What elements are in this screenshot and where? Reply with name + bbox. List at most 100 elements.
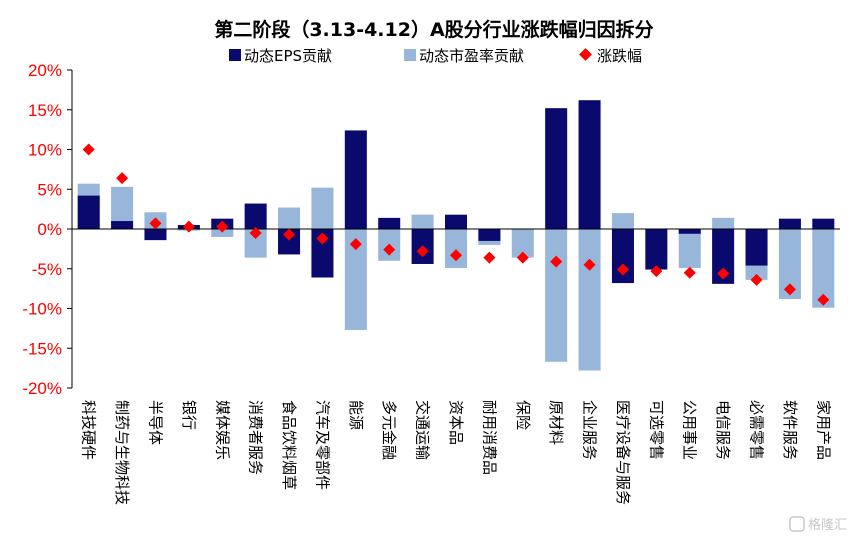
change-marker [583, 258, 596, 271]
pe-contribution-bar [111, 186, 134, 229]
change-marker [750, 273, 763, 286]
x-tick-label: 汽车及零部件 [313, 400, 331, 490]
x-tick-label: 医疗设备与服务 [614, 400, 632, 505]
pe-contribution-bar [211, 229, 234, 237]
y-tick-label: -5% [32, 260, 62, 279]
change-marker [316, 232, 329, 245]
y-tick-label: 20% [28, 61, 62, 80]
y-tick-label: -20% [22, 379, 62, 398]
change-marker [616, 263, 629, 276]
x-tick-label: 电信服务 [714, 400, 732, 460]
x-tick-label: 可选零售 [647, 400, 665, 460]
change-marker [116, 172, 129, 185]
legend: 动态EPS贡献 动态市盈率贡献 涨跌幅 [229, 47, 642, 65]
change-marker [483, 251, 496, 264]
y-axis: 20% 15% 10% 5% 0% -5% -10% -15% -20% [22, 61, 73, 398]
x-tick-label: 多元金融 [380, 400, 398, 460]
watermark-logo-icon [789, 516, 805, 532]
legend-swatch-pe [404, 49, 416, 61]
change-marker [717, 267, 730, 280]
legend-label-eps: 动态EPS贡献 [244, 47, 332, 65]
legend-label-pe: 动态市盈率贡献 [419, 47, 524, 65]
x-tick-label: 科技硬件 [80, 400, 98, 460]
legend-marker-change [579, 48, 592, 61]
pe-contribution-bar [812, 229, 835, 308]
x-tick-label: 媒体娱乐 [213, 400, 231, 460]
change-marker [283, 228, 296, 241]
pe-contribution-bar [278, 207, 301, 229]
change-marker [349, 238, 362, 251]
change-marker [249, 226, 262, 239]
eps-contribution-bar [812, 218, 835, 229]
change-marker [650, 265, 663, 278]
pe-contribution-bar [712, 217, 735, 229]
eps-contribution-bar [545, 108, 568, 229]
x-tick-label: 企业服务 [581, 400, 599, 460]
eps-contribution-bar [645, 229, 668, 270]
pe-contribution-bar [511, 229, 534, 258]
change-marker [550, 255, 563, 268]
change-marker [216, 220, 229, 233]
x-tick-label: 资本品 [447, 400, 465, 445]
x-tick-label: 原材料 [547, 400, 565, 445]
change-marker [149, 217, 162, 230]
y-tick-label: 10% [28, 141, 62, 160]
watermark-text: 格隆汇 [808, 517, 847, 533]
y-tick-label: -10% [22, 300, 62, 319]
change-marker [416, 245, 429, 258]
eps-contribution-bar [778, 218, 801, 229]
pe-contribution-bar [411, 214, 434, 229]
pe-contribution-bar [344, 229, 367, 330]
y-tick-label: 0% [37, 220, 62, 239]
x-tick-label: 制药与生物科技 [113, 400, 131, 505]
eps-contribution-bar [244, 203, 267, 229]
pe-contribution-bar [611, 213, 634, 229]
eps-contribution-bar [745, 229, 768, 266]
x-tick-label: 保险 [514, 400, 532, 430]
pe-contribution-bar [244, 229, 267, 258]
y-tick-label: -15% [22, 339, 62, 358]
eps-contribution-bar [478, 229, 501, 241]
eps-contribution-bar [444, 214, 468, 229]
x-tick-label: 食品饮料烟草 [280, 400, 298, 490]
x-tick-label: 消费者服务 [247, 400, 265, 475]
eps-contribution-bar [144, 229, 167, 241]
change-marker [817, 293, 830, 306]
eps-contribution-bar [311, 229, 334, 278]
change-markers [82, 143, 830, 306]
change-marker [783, 283, 796, 296]
chart-title: 第二阶段（3.13-4.12）A股分行业涨跌幅归因拆分 [214, 18, 653, 41]
change-marker [383, 243, 396, 256]
x-tick-label: 软件服务 [781, 400, 799, 460]
change-marker [182, 220, 195, 233]
x-tick-label: 交通运输 [414, 400, 432, 460]
x-tick-label: 半导体 [146, 400, 164, 445]
x-tick-label: 耐用消费品 [480, 400, 498, 475]
pe-contribution-bar [545, 229, 568, 362]
pe-contribution-bar [444, 229, 468, 268]
change-marker [82, 143, 95, 156]
pe-contribution-bar [778, 229, 801, 299]
eps-contribution-bar [77, 195, 100, 229]
eps-contribution-bar [712, 229, 735, 284]
x-axis-labels: 科技硬件 制药与生物科技 半导体 银行 媒体娱乐 消费者服务 食品饮料烟草 汽车及零部件 能源多… [80, 400, 833, 505]
eps-contribution-bar [378, 217, 401, 229]
change-marker [516, 251, 529, 264]
y-tick-label: 15% [28, 101, 62, 120]
y-tick-label: 5% [37, 180, 62, 199]
x-tick-label: 银行 [180, 400, 198, 430]
pe-contribution-bar [311, 187, 334, 229]
eps-contribution-bar [111, 221, 134, 229]
pe-contribution-bar [678, 229, 701, 268]
x-tick-label: 必需零售 [748, 400, 766, 460]
pe-contribution-bar [578, 229, 601, 371]
eps-contribution-bar [678, 229, 701, 234]
eps-contribution-bar [578, 100, 601, 230]
change-marker [683, 266, 696, 279]
legend-swatch-eps [229, 49, 241, 61]
change-marker [450, 249, 462, 262]
x-tick-label: 能源 [347, 400, 365, 430]
eps-contribution-bar [278, 229, 301, 255]
x-tick-label: 家用产品 [814, 400, 832, 460]
